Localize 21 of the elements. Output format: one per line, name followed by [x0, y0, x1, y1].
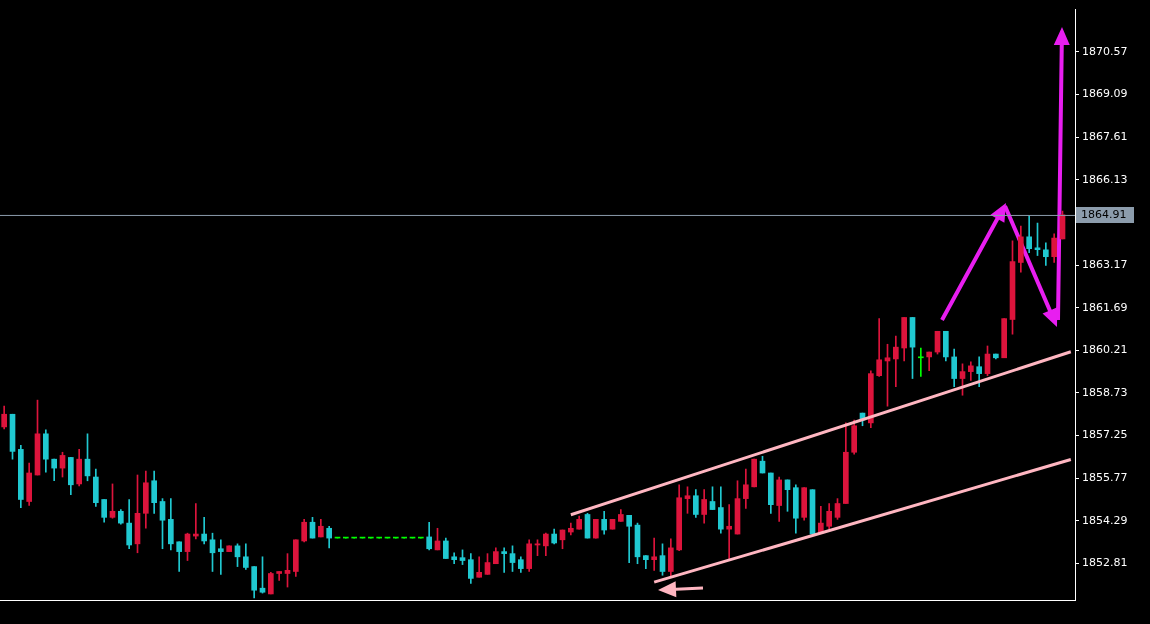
y-tick-label: 1852.81 [1082, 556, 1128, 570]
y-tick-label: 1855.77 [1082, 471, 1128, 485]
y-tick-label: 1861.69 [1082, 300, 1128, 314]
candlestick [476, 556, 482, 578]
y-tick-label: 1860.21 [1082, 343, 1128, 357]
y-tick-label: 1866.13 [1082, 172, 1128, 186]
candlestick [893, 335, 899, 387]
candlestick [918, 347, 924, 377]
y-tick-label: 1858.73 [1082, 385, 1128, 399]
y-tick-label: 1867.61 [1082, 130, 1128, 144]
y-tick-label: 1870.57 [1082, 44, 1128, 58]
candlestick [626, 515, 632, 563]
y-tick-label: 1863.17 [1082, 257, 1128, 271]
candlestick [501, 547, 507, 573]
candlestick [651, 537, 657, 571]
candlestick [218, 539, 224, 575]
y-tick-label: 1869.09 [1082, 87, 1128, 101]
y-tick-label: 1857.25 [1082, 428, 1128, 442]
y-tick-label: 1854.29 [1082, 513, 1128, 527]
ref-line-label: 1864.91 [1081, 207, 1127, 221]
candlestick [726, 504, 732, 561]
